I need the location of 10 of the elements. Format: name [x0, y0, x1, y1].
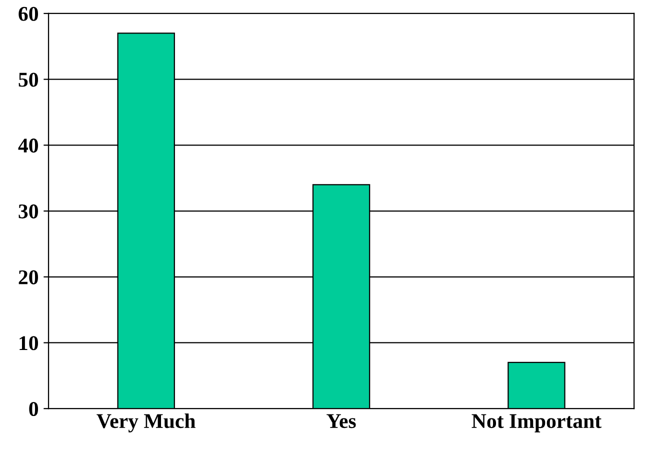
x-tick-label: Not Important [472, 414, 602, 432]
x-tick-label: Yes [326, 414, 356, 428]
y-tick-label: 50 [18, 72, 38, 87]
y-tick-label: 30 [18, 204, 38, 218]
y-tick-label: 10 [20, 336, 38, 350]
y-tick-label: 20 [18, 270, 38, 284]
y-tick-label: 0 [29, 402, 38, 416]
x-tick-label: Very Much [96, 413, 196, 432]
y-tick-label: 60 [18, 6, 38, 21]
y-tick-label: 40 [18, 138, 38, 153]
